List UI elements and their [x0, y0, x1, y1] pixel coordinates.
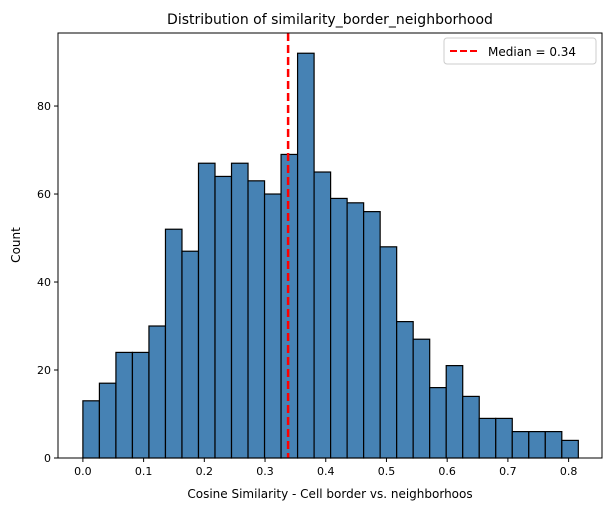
x-tick-label: 0.6	[438, 465, 456, 478]
plot-frame	[57, 32, 603, 459]
histogram-bar	[115, 351, 134, 459]
legend-median-label: Median = 0.34	[488, 45, 576, 59]
histogram-bar	[412, 338, 431, 459]
x-tick-label: 0.4	[317, 465, 335, 478]
x-tick-label: 0.5	[378, 465, 396, 478]
histogram-bar	[296, 52, 315, 459]
histogram-bar	[528, 431, 546, 459]
x-tick-label: 0.2	[196, 465, 214, 478]
legend-box	[443, 37, 597, 65]
histogram-bar	[313, 171, 332, 459]
histogram-bar	[230, 162, 249, 459]
x-tick-label: 0.3	[256, 465, 274, 478]
y-axis-label: Count	[9, 227, 23, 263]
histogram-bar	[495, 417, 513, 459]
histogram-bar	[98, 382, 117, 459]
histogram-bar	[330, 197, 348, 459]
histogram-bar	[544, 431, 563, 459]
histogram-bar	[511, 431, 530, 459]
histogram-bar	[148, 325, 167, 459]
histogram-bar	[197, 162, 216, 459]
histogram-bar	[247, 180, 266, 459]
histogram-bar	[214, 175, 233, 459]
histogram-bar	[478, 417, 497, 459]
legend: Median = 0.34	[443, 37, 597, 65]
x-tick-label: 0.8	[560, 465, 578, 478]
histogram-bar	[363, 211, 381, 459]
y-tick-label: 20	[37, 364, 51, 377]
histogram-bar	[263, 193, 282, 459]
x-tick-label: 0.1	[135, 465, 153, 478]
histogram-bar	[429, 387, 447, 459]
y-tick-label: 80	[37, 100, 51, 113]
histogram-bar	[82, 400, 101, 459]
y-tick-label: 60	[37, 188, 51, 201]
y-tick-label: 40	[37, 276, 51, 289]
histogram-bar	[462, 395, 480, 459]
histogram-bar	[181, 250, 200, 459]
histogram-bar	[561, 439, 579, 459]
x-tick-label: 0.7	[499, 465, 517, 478]
x-tick-label: 0.0	[74, 465, 92, 478]
histogram-bar	[445, 365, 464, 459]
histogram-bar	[379, 246, 398, 459]
chart-title: Distribution of similarity_border_neighb…	[167, 12, 493, 28]
x-axis-label: Cosine Similarity - Cell border vs. neig…	[187, 487, 472, 501]
histogram-bar	[164, 228, 183, 459]
histogram-bar	[131, 351, 150, 459]
histogram-bar	[346, 202, 365, 459]
y-tick-label: 0	[44, 452, 51, 465]
histogram-bar	[396, 321, 414, 459]
